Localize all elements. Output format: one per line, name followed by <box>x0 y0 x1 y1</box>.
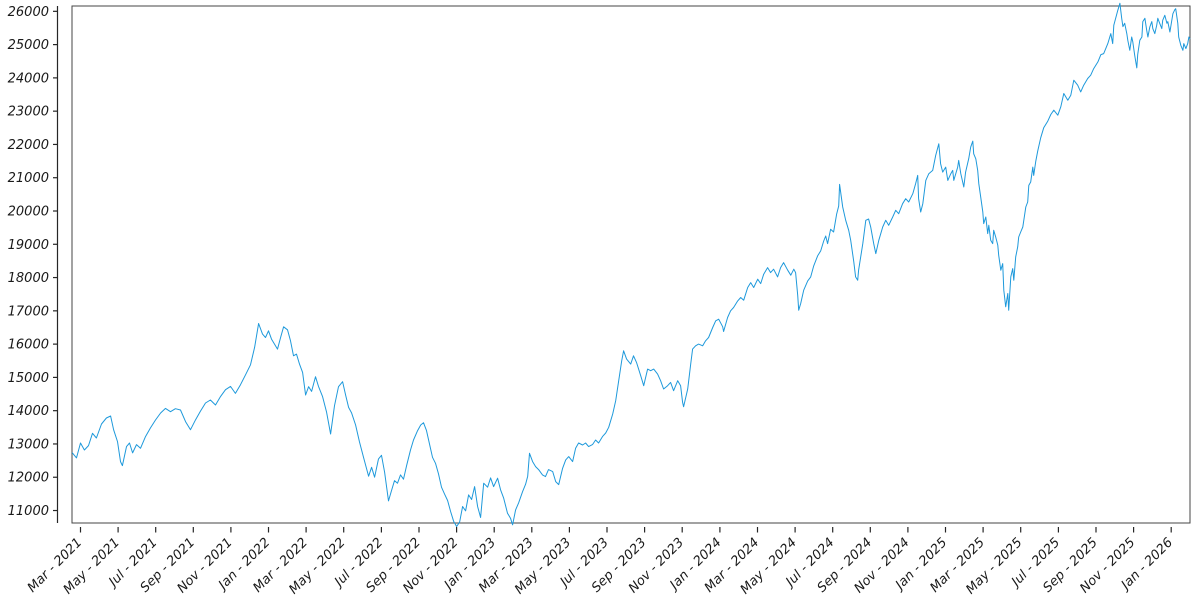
y-tick-label: 17000 <box>8 304 49 319</box>
y-tick-label: 16000 <box>8 338 49 353</box>
y-tick-label: 21000 <box>8 171 49 186</box>
y-tick-label: 26000 <box>8 5 49 20</box>
y-tick-label: 14000 <box>8 404 49 419</box>
y-tick-label: 23000 <box>8 105 49 120</box>
y-tick-label: 24000 <box>8 71 49 86</box>
y-tick-label: 15000 <box>8 371 49 386</box>
y-tick-label: 11000 <box>8 504 49 519</box>
y-tick-label: 13000 <box>8 438 49 453</box>
y-tick-label: 18000 <box>8 271 49 286</box>
y-tick-label: 22000 <box>8 138 49 153</box>
price-line <box>71 2 1191 527</box>
y-tick-label: 12000 <box>8 471 49 486</box>
y-tick-label: 20000 <box>8 205 49 220</box>
y-tick-label: 25000 <box>8 38 49 53</box>
y-axis: 11000 12000 13000 14000 15000 16000 17000 18000… <box>8 5 59 523</box>
plot-frame <box>71 5 1191 524</box>
y-tick-label: 19000 <box>8 238 49 253</box>
